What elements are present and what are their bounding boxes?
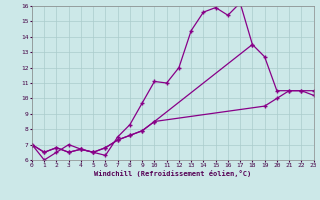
- X-axis label: Windchill (Refroidissement éolien,°C): Windchill (Refroidissement éolien,°C): [94, 170, 252, 177]
